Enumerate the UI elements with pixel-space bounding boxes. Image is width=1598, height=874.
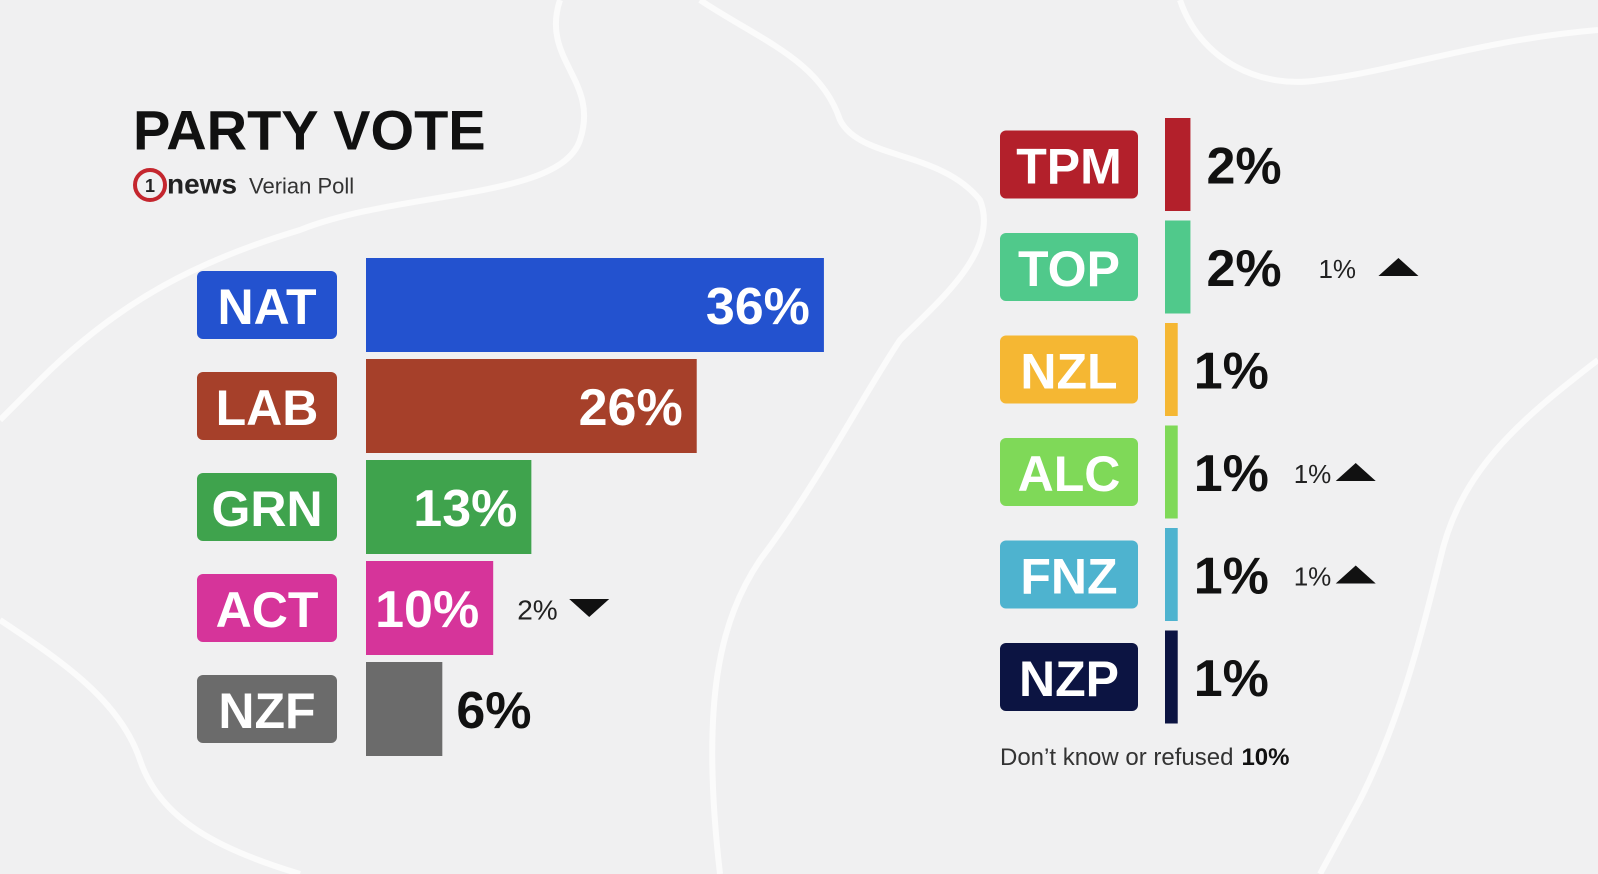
change-label: 1% [1318, 254, 1356, 284]
bar [366, 460, 532, 554]
map-line [1317, 357, 1598, 874]
party-badge [1000, 643, 1138, 711]
bar [366, 662, 443, 756]
party-badge [197, 675, 337, 743]
value-label: 2% [1206, 240, 1281, 298]
value-label: 26% [579, 379, 683, 437]
value-label: 1% [1194, 548, 1269, 606]
party-label: TPM [1016, 139, 1122, 195]
party-badge [197, 473, 337, 541]
party-badge [1000, 233, 1138, 301]
party-label: FNZ [1020, 549, 1117, 605]
value-label: 1% [1194, 650, 1269, 708]
bar [366, 561, 494, 655]
value-label: 1% [1194, 343, 1269, 401]
bar [1165, 220, 1191, 314]
party-label: NAT [217, 279, 316, 335]
party-label: GRN [211, 481, 322, 537]
logo-mark: 1 [145, 176, 155, 196]
source: Verian Poll [249, 174, 354, 199]
party-badge [197, 271, 337, 339]
value-label: 1% [1194, 445, 1269, 503]
arrow-up [1378, 258, 1419, 276]
bar [1165, 630, 1178, 724]
change-label: 2% [517, 595, 557, 626]
party-badge [1000, 130, 1138, 199]
arrow-up [1335, 565, 1376, 584]
party-badge [1000, 540, 1138, 609]
note: Don’t know or refused 10% [1000, 744, 1290, 771]
chart-title: PARTY VOTE [133, 99, 486, 162]
party-label: LAB [216, 380, 319, 436]
map-line [0, 617, 301, 874]
party-label: ACT [216, 582, 319, 638]
bar [366, 258, 824, 352]
map-line [698, 0, 987, 874]
value-label: 2% [1206, 138, 1281, 196]
map-line [1177, 0, 1598, 85]
map-line [0, 0, 588, 423]
arrow-up [1335, 463, 1376, 481]
party-label: TOP [1018, 241, 1120, 297]
party-label: NZP [1019, 651, 1119, 707]
party-badge [197, 372, 337, 440]
value-label: 13% [413, 480, 517, 538]
logo-ring [133, 168, 167, 202]
bar [1165, 528, 1178, 621]
value-label: 10% [375, 581, 479, 639]
party-badge [1000, 438, 1138, 506]
arrow-down [569, 599, 610, 617]
bar [1165, 425, 1178, 519]
party-badge [1000, 335, 1138, 404]
party-label: NZL [1020, 344, 1117, 400]
party-badge [197, 574, 337, 642]
bar [366, 359, 697, 453]
note-text: Don’t know or refused [1000, 744, 1233, 771]
bar [1165, 323, 1178, 416]
bar [1165, 118, 1191, 211]
note-value: 10% [1241, 744, 1289, 771]
party-label: ALC [1018, 446, 1121, 502]
value-label: 36% [706, 278, 810, 336]
change-label: 1% [1294, 459, 1332, 489]
value-label: 6% [456, 682, 531, 740]
change-label: 1% [1294, 562, 1332, 592]
party-label: NZF [218, 683, 315, 739]
logo-text: news [167, 169, 237, 200]
